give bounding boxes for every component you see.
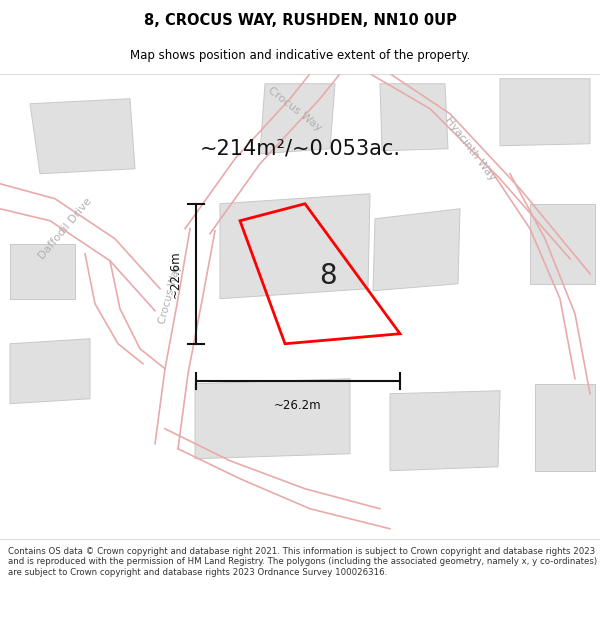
Text: ~214m²/~0.053ac.: ~214m²/~0.053ac.	[199, 139, 401, 159]
Text: Daffodil Drive: Daffodil Drive	[37, 196, 94, 261]
Polygon shape	[220, 194, 370, 299]
Polygon shape	[373, 209, 460, 291]
Polygon shape	[535, 384, 595, 471]
Polygon shape	[10, 339, 90, 404]
Text: ~26.2m: ~26.2m	[274, 399, 322, 412]
Text: Contains OS data © Crown copyright and database right 2021. This information is : Contains OS data © Crown copyright and d…	[8, 547, 597, 577]
Text: 8: 8	[319, 261, 337, 289]
Polygon shape	[530, 204, 595, 284]
Polygon shape	[390, 391, 500, 471]
Polygon shape	[380, 84, 448, 151]
Text: Crocus Way: Crocus Way	[157, 263, 183, 324]
Polygon shape	[195, 379, 350, 459]
Text: Map shows position and indicative extent of the property.: Map shows position and indicative extent…	[130, 49, 470, 62]
Polygon shape	[30, 99, 135, 174]
Text: 8, CROCUS WAY, RUSHDEN, NN10 0UP: 8, CROCUS WAY, RUSHDEN, NN10 0UP	[143, 13, 457, 28]
Polygon shape	[260, 84, 335, 154]
Text: Crocus Way: Crocus Way	[266, 85, 324, 132]
Text: ~22.6m: ~22.6m	[169, 250, 182, 298]
Text: Hyacinth Way: Hyacinth Way	[443, 115, 497, 182]
Polygon shape	[500, 79, 590, 146]
Polygon shape	[10, 244, 75, 299]
